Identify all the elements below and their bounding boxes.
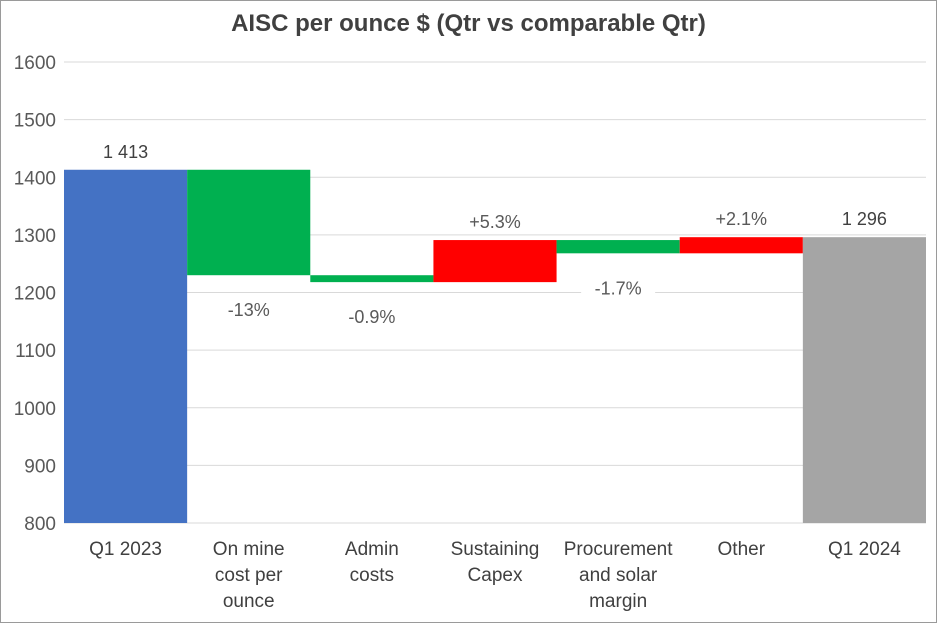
y-tick-label: 1000	[14, 399, 56, 420]
data-label: 1 296	[842, 209, 887, 229]
x-category-label: margin	[589, 591, 647, 612]
x-category-label: ounce	[223, 591, 275, 612]
bar-decrease	[556, 240, 680, 254]
bar-total	[64, 169, 188, 524]
x-category-label: Q1 2024	[828, 539, 901, 560]
data-label: 1 413	[103, 142, 148, 162]
x-category-label: Admin	[345, 539, 399, 560]
data-labels: 1 413 -13% -0.9% +5.3% -1.7% +2.1% 1 296	[103, 142, 887, 331]
data-label-background	[216, 295, 281, 324]
y-tick-label: 800	[24, 514, 56, 535]
x-category-label: On mine	[213, 539, 285, 560]
data-label-background	[581, 273, 656, 302]
y-tick-label: 1600	[14, 53, 56, 74]
y-tick-label: 1100	[15, 341, 56, 362]
y-tick-label: 1400	[14, 168, 56, 189]
x-category-label: Procurement	[564, 539, 673, 560]
bars	[64, 169, 926, 524]
y-tick-label: 900	[24, 456, 56, 477]
y-tick-label: 1200	[14, 284, 56, 305]
bar-decrease	[187, 169, 311, 276]
x-category-label: Q1 2023	[89, 539, 162, 560]
y-tick-label: 1500	[14, 111, 56, 132]
x-category-label: Other	[718, 539, 766, 560]
x-category-label: costs	[350, 565, 394, 586]
data-label: -1.7%	[595, 278, 642, 298]
data-label-background	[334, 302, 409, 331]
y-tick-label: 1300	[14, 226, 56, 247]
data-label: +5.3%	[469, 212, 521, 232]
x-category-label: Capex	[468, 565, 523, 586]
data-label: -13%	[228, 300, 270, 320]
y-axis-ticks: 800 900 1000 1100 1200 1300 1400 1500 1600	[14, 53, 56, 535]
x-category-label: cost per	[215, 565, 283, 586]
bar-total	[802, 237, 926, 523]
x-axis-categories: Q1 2023 On mine cost per ounce Admin costs Sus…	[89, 539, 901, 612]
x-category-label: Sustaining	[451, 539, 540, 560]
bar-decrease	[310, 275, 434, 283]
bar-increase	[679, 237, 803, 254]
x-category-label: and solar	[579, 565, 658, 586]
data-label: +2.1%	[716, 209, 768, 229]
bar-increase	[433, 240, 557, 283]
gridlines	[64, 61, 926, 524]
chart-title: AISC per ounce $ (Qtr vs comparable Qtr)	[231, 10, 706, 37]
data-label: -0.9%	[348, 307, 395, 327]
